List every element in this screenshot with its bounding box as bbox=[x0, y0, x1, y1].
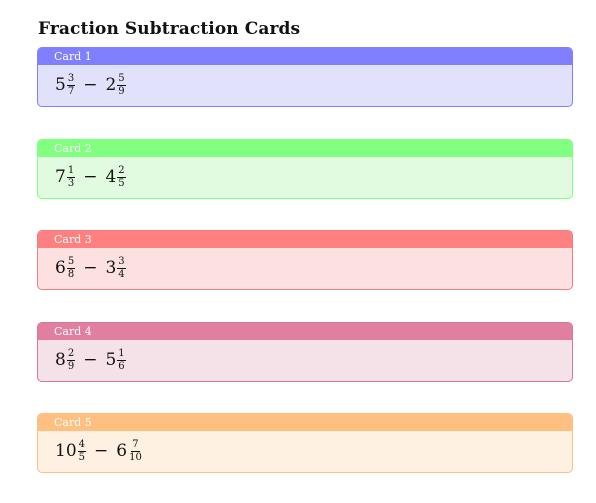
numerator: 2 bbox=[66, 347, 76, 361]
minus-operator: − bbox=[94, 441, 109, 461]
card-3: Card 3 6 5 8 − 3 3 4 bbox=[37, 230, 573, 290]
mixed-number-subtrahend: 5 1 6 bbox=[105, 347, 126, 372]
whole-part: 8 bbox=[55, 350, 66, 370]
numerator: 3 bbox=[66, 72, 76, 86]
denominator: 6 bbox=[118, 360, 125, 372]
card-body: 6 5 8 − 3 3 4 bbox=[38, 248, 572, 288]
mixed-number-subtrahend: 4 2 5 bbox=[105, 164, 126, 189]
numerator: 1 bbox=[66, 164, 76, 178]
fraction: 2 9 bbox=[66, 347, 76, 372]
whole-part: 5 bbox=[105, 350, 117, 370]
mixed-number-minuend: 8 2 9 bbox=[55, 347, 76, 372]
card-header: Card 5 bbox=[38, 414, 572, 431]
numerator: 1 bbox=[117, 347, 126, 361]
whole-part: 10 bbox=[55, 441, 77, 461]
card-header: Card 3 bbox=[38, 231, 572, 248]
whole-part: 6 bbox=[116, 441, 128, 461]
minus-operator: − bbox=[83, 75, 98, 95]
page-title: Fraction Subtraction Cards bbox=[38, 19, 301, 39]
card-5: Card 5 10 4 5 − 6 7 10 bbox=[37, 413, 573, 473]
fraction: 7 10 bbox=[128, 438, 143, 463]
mixed-number-minuend: 5 3 7 bbox=[55, 72, 76, 97]
fraction: 5 9 bbox=[117, 72, 126, 97]
denominator: 8 bbox=[67, 268, 75, 280]
denominator: 10 bbox=[129, 451, 142, 463]
numerator: 5 bbox=[66, 255, 76, 269]
fraction: 4 5 bbox=[77, 438, 87, 463]
card-body: 10 4 5 − 6 7 10 bbox=[38, 431, 572, 471]
fraction: 3 7 bbox=[66, 72, 76, 97]
fraction: 2 5 bbox=[117, 164, 126, 189]
card-2: Card 2 7 1 3 − 4 2 5 bbox=[37, 139, 573, 199]
denominator: 5 bbox=[118, 177, 125, 189]
numerator: 7 bbox=[131, 438, 140, 452]
card-1: Card 1 5 3 7 − 2 5 9 bbox=[37, 47, 573, 107]
denominator: 9 bbox=[67, 360, 75, 372]
whole-part: 3 bbox=[105, 258, 117, 278]
whole-part: 6 bbox=[55, 258, 66, 278]
card-body: 8 2 9 − 5 1 6 bbox=[38, 340, 572, 380]
mixed-number-minuend: 6 5 8 bbox=[55, 255, 76, 280]
mixed-number-subtrahend: 6 7 10 bbox=[116, 438, 143, 463]
denominator: 9 bbox=[118, 85, 125, 97]
denominator: 4 bbox=[118, 268, 125, 280]
mixed-number-subtrahend: 2 5 9 bbox=[105, 72, 126, 97]
minus-operator: − bbox=[83, 258, 98, 278]
whole-part: 4 bbox=[105, 167, 117, 187]
fraction: 1 6 bbox=[117, 347, 126, 372]
fraction: 3 4 bbox=[117, 255, 126, 280]
card-header: Card 2 bbox=[38, 140, 572, 157]
whole-part: 5 bbox=[55, 75, 66, 95]
denominator: 5 bbox=[78, 451, 86, 463]
mixed-number-minuend: 7 1 3 bbox=[55, 164, 76, 189]
denominator: 7 bbox=[67, 85, 75, 97]
card-body: 5 3 7 − 2 5 9 bbox=[38, 65, 572, 105]
numerator: 2 bbox=[117, 164, 126, 178]
card-4: Card 4 8 2 9 − 5 1 6 bbox=[37, 322, 573, 382]
card-header: Card 1 bbox=[38, 48, 572, 65]
numerator: 3 bbox=[117, 255, 126, 269]
fraction: 1 3 bbox=[66, 164, 76, 189]
denominator: 3 bbox=[67, 177, 75, 189]
numerator: 5 bbox=[117, 72, 126, 86]
minus-operator: − bbox=[83, 167, 98, 187]
whole-part: 2 bbox=[105, 75, 117, 95]
minus-operator: − bbox=[83, 350, 98, 370]
mixed-number-minuend: 10 4 5 bbox=[55, 438, 87, 463]
numerator: 4 bbox=[77, 438, 87, 452]
mixed-number-subtrahend: 3 3 4 bbox=[105, 255, 126, 280]
card-body: 7 1 3 − 4 2 5 bbox=[38, 157, 572, 197]
whole-part: 7 bbox=[55, 167, 66, 187]
card-header: Card 4 bbox=[38, 323, 572, 340]
fraction: 5 8 bbox=[66, 255, 76, 280]
